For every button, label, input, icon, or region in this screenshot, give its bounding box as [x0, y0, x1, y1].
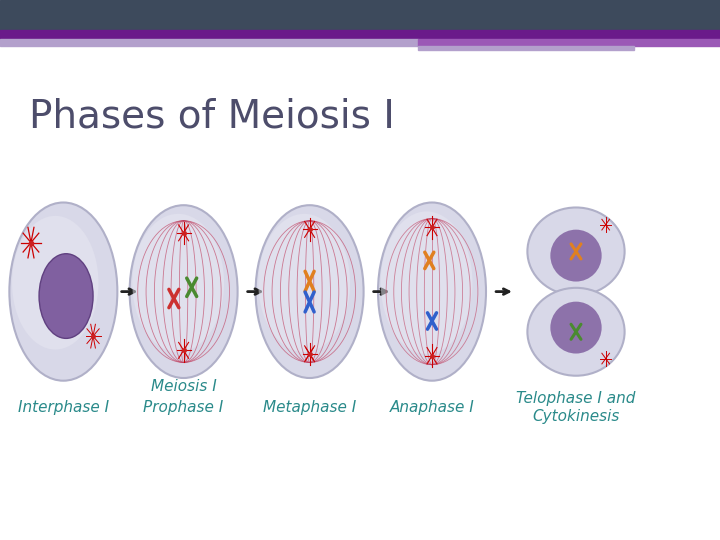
Ellipse shape — [132, 214, 224, 352]
Ellipse shape — [39, 254, 93, 339]
Bar — [418, 39, 720, 46]
Text: Meiosis I: Meiosis I — [150, 379, 217, 394]
Bar — [0, 0, 720, 30]
Ellipse shape — [256, 205, 364, 378]
Ellipse shape — [527, 288, 625, 376]
Ellipse shape — [378, 202, 486, 381]
Ellipse shape — [381, 211, 472, 354]
Ellipse shape — [12, 216, 99, 349]
Text: Telophase I and
Cytokinesis: Telophase I and Cytokinesis — [516, 392, 636, 424]
Text: Metaphase I: Metaphase I — [263, 400, 356, 415]
Bar — [0, 39, 418, 46]
Ellipse shape — [527, 207, 625, 295]
Ellipse shape — [9, 202, 117, 381]
Text: Prophase I: Prophase I — [143, 400, 224, 415]
Bar — [418, 46, 634, 50]
Text: Anaphase I: Anaphase I — [390, 400, 474, 415]
Ellipse shape — [130, 205, 238, 378]
Ellipse shape — [258, 214, 350, 352]
Text: Interphase I: Interphase I — [18, 400, 109, 415]
Text: Phases of Meiosis I: Phases of Meiosis I — [29, 97, 395, 135]
Ellipse shape — [550, 230, 602, 281]
Bar — [0, 30, 720, 39]
Ellipse shape — [550, 302, 602, 354]
